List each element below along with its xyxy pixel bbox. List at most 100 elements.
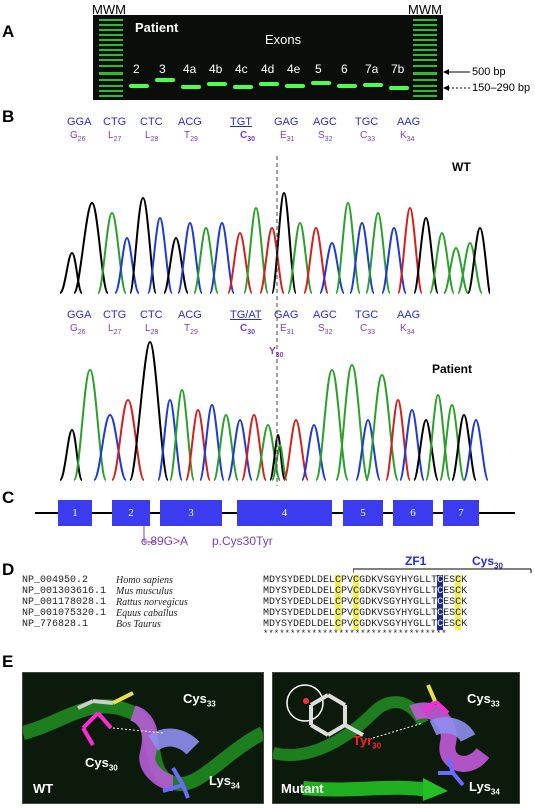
- panel-label-b: B: [2, 107, 15, 126]
- wt-label: WT: [452, 160, 471, 174]
- mutant-tyr30-label: Tyr30: [353, 733, 382, 751]
- alignment-sequence: MDYSYDEDLDELCPVCGDKVSGYHYGLLTCESCK: [263, 597, 468, 608]
- exon-4: 4: [237, 500, 332, 526]
- wt-cys33-label: Cys33: [183, 691, 216, 709]
- codon-5: GAG: [274, 116, 299, 128]
- codon-3: ACG: [178, 116, 202, 128]
- mutation-pointer: [143, 526, 156, 543]
- gel-lane-label-5: 5: [315, 62, 322, 76]
- codon-1: CTG: [103, 116, 127, 128]
- mutant-structure-render: [273, 684, 490, 801]
- gel-bands: [99, 19, 437, 97]
- structure-wt: Cys33 Cys30 Lys34 WT: [22, 672, 264, 804]
- mutant-structure-label: Mutant: [281, 781, 324, 796]
- mutant-cys33-label: Cys33: [467, 691, 500, 709]
- alignment-accession: NP_776828.1: [22, 619, 89, 630]
- aa-1: L27: [108, 130, 122, 143]
- panel-label-e: E: [2, 652, 14, 671]
- wt-structure-label: WT: [33, 781, 54, 796]
- aa-5: E31: [280, 130, 295, 143]
- codon-3: ACG: [178, 309, 202, 321]
- gel-lane-label-4d: 4d: [261, 62, 275, 76]
- bp-arrows: [443, 69, 470, 91]
- gel-lane-label-7a: 7a: [365, 62, 379, 76]
- alignment-sequence: MDYSYDEDLDELCPVCGDKVSGYHYGLLTCESCK: [263, 619, 468, 630]
- codon-7: TGC: [355, 116, 379, 128]
- exon-5: 5: [343, 500, 383, 526]
- gel-lane-label-6: 6: [341, 62, 348, 76]
- structure-mutant: Cys33 Tyr30 Lys34 Mutant: [272, 672, 520, 804]
- gel-lane-label-2: 2: [133, 62, 140, 76]
- alignment-sequence: MDYSYDEDLDELCPVCGDKVSGYHYGLLTCESCK: [263, 608, 468, 619]
- gel-patient-label: Patient: [135, 20, 179, 35]
- exon-1: 1: [58, 500, 92, 526]
- alignment-sequence: MDYSYDEDLDELCPVCGDKVSGYHYGLLTCESCK: [263, 575, 468, 586]
- cys30-label: Cys30: [472, 554, 503, 571]
- patient-label: Patient: [432, 362, 473, 376]
- aa-6: S32: [318, 130, 333, 143]
- gel-lane-label-7b: 7b: [391, 62, 405, 76]
- bp-range-label: 150–290 bp: [472, 82, 531, 94]
- aa-4: C30: [240, 130, 256, 143]
- codon-6: AGC: [313, 309, 337, 321]
- aa-2: L28: [145, 130, 159, 143]
- aa-0: G26: [70, 323, 86, 336]
- alignment-species: Bos Taurus: [116, 619, 161, 630]
- alignment-species: Mus musculus: [116, 586, 173, 597]
- bp-500-label: 500 bp: [472, 66, 506, 78]
- aa-8: K34: [400, 130, 415, 143]
- conservation-stars: **********************************: [263, 629, 447, 639]
- mutant-lys34-label: Lys34: [469, 779, 500, 797]
- codon-8: AAG: [397, 116, 421, 128]
- aa-7: C33: [360, 130, 376, 143]
- wt-chromatogram: [60, 191, 490, 294]
- panel-label-c: C: [2, 488, 15, 507]
- gel-lane-label-4c: 4c: [235, 62, 248, 76]
- wt-lys34-label: Lys34: [209, 773, 240, 791]
- mutation-cdna-label: c.89G>A: [141, 534, 189, 548]
- exon-6: 6: [393, 500, 433, 526]
- panel-label-d: D: [2, 560, 15, 579]
- exon-3: 3: [160, 500, 222, 526]
- aa-6: S32: [318, 323, 333, 336]
- alignment-species: Homo sapiens: [116, 575, 173, 586]
- mutation-protein-label: p.Cys30Tyr: [212, 534, 273, 548]
- y30-label: Y30: [269, 346, 284, 359]
- codon-0: GGA: [67, 116, 92, 128]
- alignment-accession: NP_001075320.1: [22, 608, 107, 619]
- zf1-label: ZF1: [405, 554, 427, 568]
- alignment-species: Equus caballus: [116, 608, 178, 619]
- aa-8: K34: [400, 323, 415, 336]
- mwm-left-label: MWM: [92, 2, 126, 17]
- gel-lane-label-4e: 4e: [287, 62, 301, 76]
- codon-2: CTC: [140, 116, 163, 128]
- alignment-accession: NP_004950.2: [22, 575, 89, 586]
- wt-structure-render: [23, 691, 263, 799]
- alignment-accession: NP_001178028.1: [22, 597, 107, 608]
- codon-5: GAG: [274, 309, 299, 321]
- alignment-accession: NP_001303616.1: [22, 586, 107, 597]
- gel-lane-label-4b: 4b: [209, 62, 223, 76]
- alignment-sequence: MDYSYDEDLDELCPVCGDKVSGYHYGLLTCESCK: [263, 586, 468, 597]
- codon-4: TGT: [230, 116, 252, 128]
- gel-exons-title: Exons: [265, 32, 302, 47]
- codon-1: CTG: [103, 309, 127, 321]
- gel-lane-label-4a: 4a: [183, 62, 197, 76]
- wt-cys30-label: Cys30: [85, 755, 118, 773]
- panel-label-a: A: [2, 22, 15, 41]
- gel-lane-label-3: 3: [159, 62, 166, 76]
- codon-8: AAG: [397, 309, 421, 321]
- aa-3: T29: [184, 323, 198, 336]
- aa-4: C30: [240, 323, 256, 336]
- zf1-bracket: [353, 568, 532, 573]
- aa-1: L27: [108, 323, 122, 336]
- mwm-right-label: MWM: [408, 2, 442, 17]
- patient-chromatogram: [60, 340, 489, 481]
- alignment-species: Rattus norvegicus: [116, 597, 188, 608]
- exon-7: 7: [443, 500, 479, 526]
- gel-image: Patient Exons 2 3 4a 4b 4c 4d 4e 5 6 7a 7b: [93, 15, 443, 100]
- mutation-dashed-line: [276, 156, 278, 486]
- aa-5: E31: [280, 323, 295, 336]
- codon-4: TG/AT: [230, 309, 262, 321]
- aa-0: G26: [70, 130, 86, 143]
